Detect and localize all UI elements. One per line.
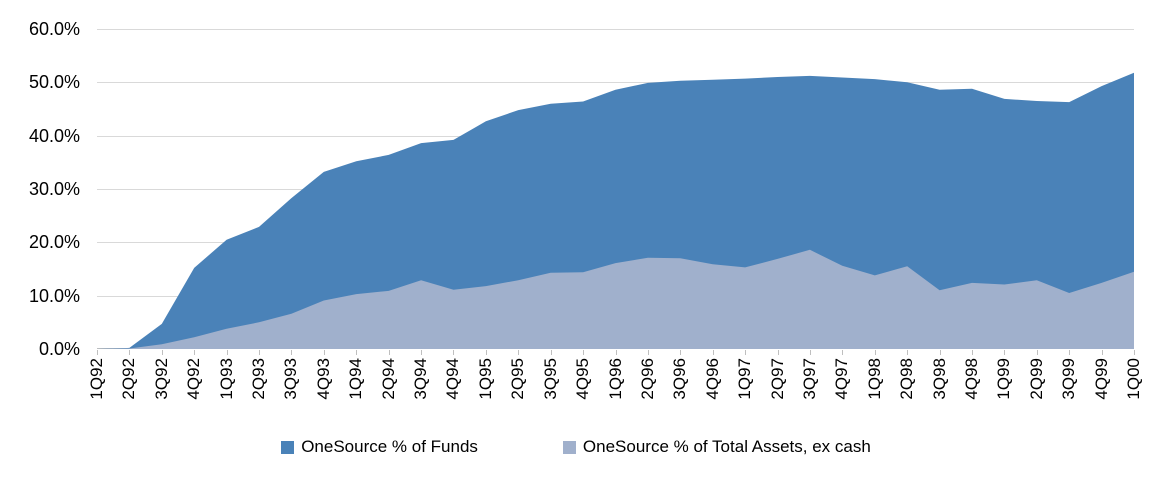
x-axis-tick-label: 3Q97 — [800, 358, 819, 400]
x-axis-tick-mark — [129, 350, 130, 355]
x-axis-tick-mark — [1069, 350, 1070, 355]
y-axis-tick-label: 60.0% — [28, 19, 80, 39]
x-axis-tick-label: 2Q99 — [1027, 358, 1046, 400]
x-axis-tick-label: 1Q99 — [994, 358, 1013, 400]
x-axis-tick-label: 3Q98 — [930, 358, 949, 400]
x-axis-tick-mark — [616, 350, 617, 355]
x-axis-tick-mark — [1102, 350, 1103, 355]
y-axis-tick-label: 20.0% — [28, 232, 80, 253]
x-axis-tick-mark — [1134, 350, 1135, 355]
x-axis-tick-mark — [713, 350, 714, 355]
x-axis-tick-mark — [907, 350, 908, 355]
x-axis-tick-label: 2Q94 — [379, 358, 398, 400]
legend-swatch-assets-icon — [562, 440, 576, 454]
x-axis-tick-label: 1Q93 — [217, 358, 236, 400]
x-axis-tick-label: 3Q99 — [1059, 358, 1078, 400]
y-axis-tick-label: 10.0% — [28, 285, 80, 306]
x-axis-tick-mark — [778, 350, 779, 355]
x-axis-tick-label: 1Q96 — [606, 358, 625, 400]
y-axis-tick-label: 50.0% — [28, 72, 80, 93]
x-axis-tick-label: 2Q93 — [249, 358, 268, 400]
y-axis-tick-label: 30.0% — [28, 179, 80, 199]
x-axis-tick-label: 1Q97 — [735, 358, 754, 400]
x-axis-tick-label: 3Q96 — [670, 358, 689, 400]
x-axis-tick-mark — [194, 350, 195, 355]
x-axis-tick-label: 4Q93 — [314, 358, 333, 400]
x-axis-tick-label: 2Q97 — [768, 358, 787, 400]
x-axis-tick-label: 1Q95 — [476, 358, 495, 400]
x-axis-tick-label: 4Q94 — [443, 358, 462, 400]
x-axis-tick-mark — [356, 350, 357, 355]
x-axis-tick-mark — [583, 350, 584, 355]
x-axis-tick-mark — [1037, 350, 1038, 355]
x-axis-tick-mark — [875, 350, 876, 355]
x-axis-tick-mark — [745, 350, 746, 355]
x-axis-tick-mark — [1004, 350, 1005, 355]
series-area-assets — [97, 249, 1134, 349]
x-axis-tick-mark — [680, 350, 681, 355]
y-axis-tick-label: 0.0% — [38, 339, 80, 359]
x-axis-tick-label: 4Q96 — [703, 358, 722, 400]
x-axis-tick-mark — [421, 350, 422, 355]
x-axis-tick-label: 1Q92 — [87, 358, 106, 400]
x-axis-tick-mark — [324, 350, 325, 355]
x-axis-tick-mark — [389, 350, 390, 355]
x-axis-tick-label: 4Q97 — [832, 358, 851, 400]
legend: OneSource % of Funds OneSource % of Tota… — [0, 437, 1152, 457]
x-axis-tick-label: 1Q00 — [1124, 358, 1143, 400]
x-axis-tick-mark — [97, 350, 98, 355]
x-axis-tick-label: 4Q92 — [184, 358, 203, 400]
x-axis-tick-label: 3Q92 — [152, 358, 171, 400]
x-axis-tick-mark — [940, 350, 941, 355]
x-axis-tick-label: 3Q93 — [281, 358, 300, 400]
gridline — [97, 82, 1134, 83]
x-axis-tick-label: 2Q96 — [638, 358, 657, 400]
x-axis-tick-mark — [259, 350, 260, 355]
legend-swatch-funds-icon — [281, 440, 295, 454]
gridline — [97, 29, 1134, 30]
x-axis-tick-label: 4Q95 — [573, 358, 592, 400]
x-axis-tick-label: 4Q99 — [1092, 358, 1111, 400]
x-axis-tick-label: 2Q98 — [897, 358, 916, 400]
x-axis-tick-label: 1Q98 — [865, 358, 884, 400]
y-axis-tick-label: 40.0% — [28, 125, 80, 146]
x-axis-tick-label: 1Q94 — [346, 358, 365, 400]
x-axis-tick-mark — [972, 350, 973, 355]
x-axis-tick-label: 3Q95 — [541, 358, 560, 400]
x-axis-tick-mark — [551, 350, 552, 355]
legend-label-funds: OneSource % of Funds — [301, 437, 478, 456]
x-axis-tick-label: 3Q94 — [411, 358, 430, 400]
x-axis-tick-label: 2Q92 — [119, 358, 138, 400]
x-axis-tick-mark — [291, 350, 292, 355]
plot-area-svg — [97, 72, 1134, 349]
x-axis-tick-label: 4Q98 — [962, 358, 981, 400]
legend-item-funds: OneSource % of Funds — [281, 437, 478, 457]
x-axis-tick-mark — [810, 350, 811, 355]
x-axis-tick-mark — [227, 350, 228, 355]
plot-area — [97, 29, 1134, 349]
x-axis-tick-mark — [453, 350, 454, 355]
x-axis-tick-mark — [162, 350, 163, 355]
legend-label-assets: OneSource % of Total Assets, ex cash — [582, 437, 871, 456]
x-axis-tick-label: 2Q95 — [508, 358, 527, 400]
x-axis-tick-mark — [518, 350, 519, 355]
x-axis-tick-mark — [842, 350, 843, 355]
x-axis-tick-mark — [486, 350, 487, 355]
legend-item-assets: OneSource % of Total Assets, ex cash — [562, 437, 871, 457]
x-axis-tick-mark — [648, 350, 649, 355]
